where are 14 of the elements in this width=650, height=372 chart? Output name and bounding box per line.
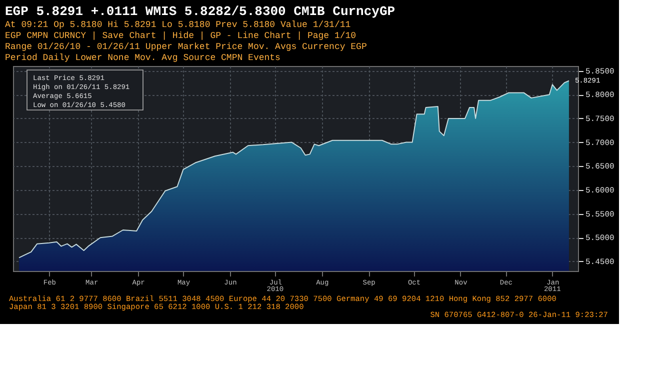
y-tick-label: 5.7000 bbox=[586, 138, 615, 148]
y-tick-label: 5.8000 bbox=[586, 91, 615, 100]
text: EGP CMPN CURNCY | Save Chart | Hide | GP - Line Chart | Page 1/10 bbox=[5, 31, 356, 41]
text: At 09:21 Op 5.8180 Hi 5.8291 Lo 5.8180 Prev 5.8180 Value 1/31/11 bbox=[5, 20, 351, 30]
text: Range 01/26/10 - 01/26/11 Upper Market Price Mov. Avgs Currency EGP bbox=[5, 42, 367, 52]
chart-title: EGP 5.8291 +.0111 WMIS 5.8282/5.8300 CMIB CurncyGP bbox=[5, 4, 396, 19]
y-tick-label: 5.8500 bbox=[586, 67, 615, 76]
y-tick-label: 5.6000 bbox=[586, 186, 615, 196]
y-tick-label: 5.5500 bbox=[586, 210, 615, 220]
y-tick-label: 5.4500 bbox=[586, 258, 615, 267]
y-tick-label: 5.6500 bbox=[586, 162, 615, 172]
y-tick-label: 5.7500 bbox=[586, 114, 615, 124]
text: Period Daily Lower None Mov. Avg Source CMPN Events bbox=[5, 53, 280, 63]
y-tick-label: 5.5000 bbox=[586, 234, 615, 244]
